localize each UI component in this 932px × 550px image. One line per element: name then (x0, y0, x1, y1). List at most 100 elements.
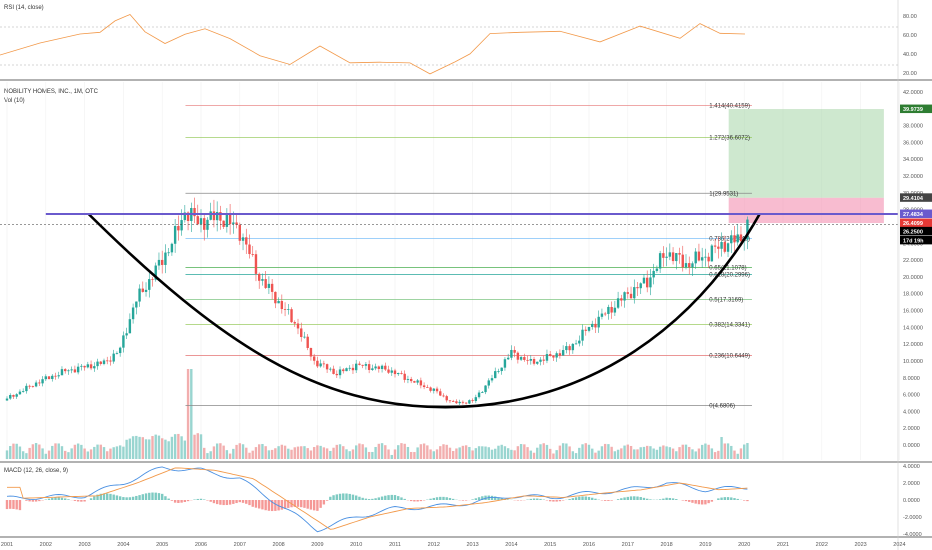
candle-body (377, 366, 381, 369)
macd-hist-bar (500, 498, 503, 500)
candle-body (70, 369, 73, 371)
candle-body (86, 364, 90, 368)
candle-body (44, 376, 47, 380)
year-label: 2018 (660, 542, 672, 548)
candle-body (251, 254, 254, 255)
macd-hist-bar (96, 494, 99, 500)
macd-hist-bar (64, 498, 67, 500)
candle-body (439, 391, 442, 396)
candle-body (141, 288, 144, 292)
macd-hist-bar (219, 500, 222, 505)
volume-bar (387, 449, 390, 459)
candle-body (387, 369, 390, 373)
volume-bar (455, 448, 458, 459)
volume-bar (726, 443, 730, 459)
macd-hist-bar (432, 497, 435, 500)
volume-bar (54, 443, 57, 459)
volume-bar (519, 444, 523, 459)
macd-hist-bar (89, 498, 93, 500)
candle-body (106, 360, 109, 362)
fib-label: 0.618(20.2996) (709, 272, 750, 278)
candle-body (510, 349, 513, 358)
volume-bar (713, 452, 717, 459)
macd-hist-bar (568, 499, 571, 500)
macd-hist-bar (642, 497, 646, 500)
candle-body (471, 400, 474, 402)
macd-hist-bar (47, 498, 51, 500)
candle-body (409, 378, 413, 382)
candle-body (552, 355, 555, 358)
volume-bar (419, 444, 423, 459)
volume-bar (212, 446, 216, 459)
candle-body (258, 273, 261, 281)
price-tick: 0.0000 (903, 443, 920, 449)
volume-bar (215, 443, 219, 459)
macd-hist-bar (681, 500, 684, 501)
macd-hist-bar (118, 496, 122, 500)
volume-bar (25, 453, 28, 459)
macd-hist-bar (18, 500, 22, 511)
candle-body (519, 357, 523, 360)
volume-bar (743, 444, 746, 459)
macd-hist-bar (578, 496, 581, 500)
year-label: 2006 (195, 542, 207, 548)
volume-bar (287, 448, 290, 459)
candle-body (717, 246, 720, 249)
price-tick: 20.0000 (903, 275, 923, 281)
volume-bar (157, 435, 161, 459)
macd-hist-bar (83, 500, 86, 502)
macd-hist-bar (312, 500, 316, 511)
macd-hist-bar (607, 500, 610, 501)
volume-bar (649, 446, 652, 459)
candle-body (403, 373, 406, 380)
macd-hist-bar (707, 500, 710, 504)
macd-hist-bar (177, 500, 180, 503)
macd-hist-bar (380, 496, 384, 500)
candle-body (445, 396, 448, 401)
volume-bar (148, 439, 151, 459)
macd-hist-bar (131, 496, 135, 500)
year-label: 2023 (854, 542, 866, 548)
year-label: 2019 (699, 542, 711, 548)
macd-hist-bar (374, 498, 377, 500)
macd-hist-bar (283, 500, 287, 509)
candle-body (549, 354, 552, 356)
volume-bar (665, 446, 668, 459)
candle-body (587, 326, 591, 331)
volume-bar (290, 449, 293, 459)
volume-bar (9, 446, 12, 459)
candle-body (319, 363, 322, 367)
fibonacci-levels: 1.414(40.4159) 1.272(36.6072) 1(29.9531) 0.… (185, 103, 752, 410)
volume-bar (413, 452, 416, 459)
macd-hist-bar (733, 498, 736, 500)
candle-body (591, 323, 594, 327)
price-tick: 6.0000 (903, 393, 920, 399)
macd-hist-bar (235, 500, 238, 504)
volume-bar (675, 451, 678, 459)
price-tick: 18.0000 (903, 292, 923, 298)
macd-hist-bar (532, 498, 536, 500)
macd-tick: 4.0000 (903, 464, 920, 470)
candle-body (173, 226, 177, 244)
macd-hist-bar (335, 494, 338, 500)
volume-bar (597, 450, 600, 459)
volume-bar (610, 446, 613, 459)
candle-body (658, 253, 662, 269)
candle-body (76, 366, 80, 373)
candle-body (584, 329, 587, 331)
candle-body (238, 224, 241, 241)
macd-hist-bar (93, 496, 96, 500)
volume-bar (642, 446, 646, 459)
macd-hist-bar (616, 499, 620, 500)
fib-label: 0.5(17.3169) (709, 297, 743, 303)
price-axis: 42.000040.000038.000036.000034.000032.00… (903, 90, 923, 449)
volume-bar (532, 452, 536, 459)
volume-bar (258, 444, 261, 459)
macd-hist-bar (413, 500, 416, 502)
macd-hist-bar (251, 500, 254, 507)
macd-hist-bar (186, 500, 190, 502)
macd-hist-bar (743, 500, 746, 501)
candle-body (154, 265, 157, 280)
volume-bar (500, 444, 503, 459)
candle-body (199, 218, 203, 225)
